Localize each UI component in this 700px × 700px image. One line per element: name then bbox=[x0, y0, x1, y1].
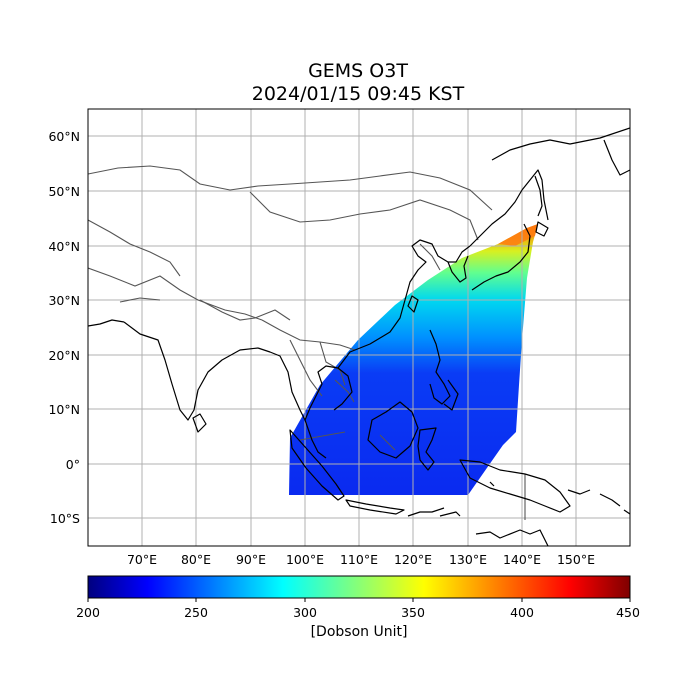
lat-tick-40n: 40°N bbox=[48, 239, 80, 254]
lat-tick-labels: 60°N 50°N 40°N 30°N 20°N 10°N 0° 10°S bbox=[48, 129, 80, 526]
map-title-line-2: 2024/01/15 09:45 KST bbox=[251, 83, 465, 105]
map-frame bbox=[87, 108, 631, 547]
colorbar-ticks bbox=[87, 598, 631, 602]
colorbar bbox=[87, 575, 631, 599]
colorbar-tick-200: 200 bbox=[76, 605, 100, 620]
lon-tick-130e: 130°E bbox=[449, 552, 487, 567]
lon-tick-120e: 120°E bbox=[394, 552, 432, 567]
lat-tick-20n: 20°N bbox=[48, 348, 80, 363]
country-borders bbox=[88, 165, 526, 520]
lon-tick-150e: 150°E bbox=[557, 552, 595, 567]
lon-tick-100e: 100°E bbox=[286, 552, 324, 567]
map-title-line-1: GEMS O3T bbox=[308, 60, 408, 82]
colorbar-tick-400: 400 bbox=[510, 605, 534, 620]
lon-tick-110e: 110°E bbox=[340, 552, 378, 567]
lat-tick-50n: 50°N bbox=[48, 184, 80, 199]
lat-tick-10n: 10°N bbox=[48, 402, 80, 417]
lon-tick-labels: 70°E 80°E 90°E 100°E 110°E 120°E 130°E 1… bbox=[127, 552, 595, 567]
colorbar-tick-300: 300 bbox=[293, 605, 317, 620]
lon-tick-70e: 70°E bbox=[127, 552, 157, 567]
lon-tick-90e: 90°E bbox=[236, 552, 266, 567]
map-gridlines bbox=[88, 109, 630, 546]
colorbar-tick-450: 450 bbox=[616, 605, 640, 620]
lat-tick-60n: 60°N bbox=[48, 129, 80, 144]
colorbar-tick-250: 250 bbox=[184, 605, 208, 620]
lat-tick-10s: 10°S bbox=[50, 511, 80, 526]
lon-tick-140e: 140°E bbox=[503, 552, 541, 567]
colorbar-tick-labels: 200 250 300 350 400 450 bbox=[76, 605, 640, 620]
colorbar-label: [Dobson Unit] bbox=[310, 624, 408, 640]
ozone-swath-high bbox=[498, 224, 538, 246]
coastlines bbox=[88, 127, 630, 546]
lat-tick-30n: 30°N bbox=[48, 293, 80, 308]
lon-tick-80e: 80°E bbox=[181, 552, 211, 567]
lat-tick-0: 0° bbox=[66, 457, 80, 472]
colorbar-tick-350: 350 bbox=[401, 605, 425, 620]
